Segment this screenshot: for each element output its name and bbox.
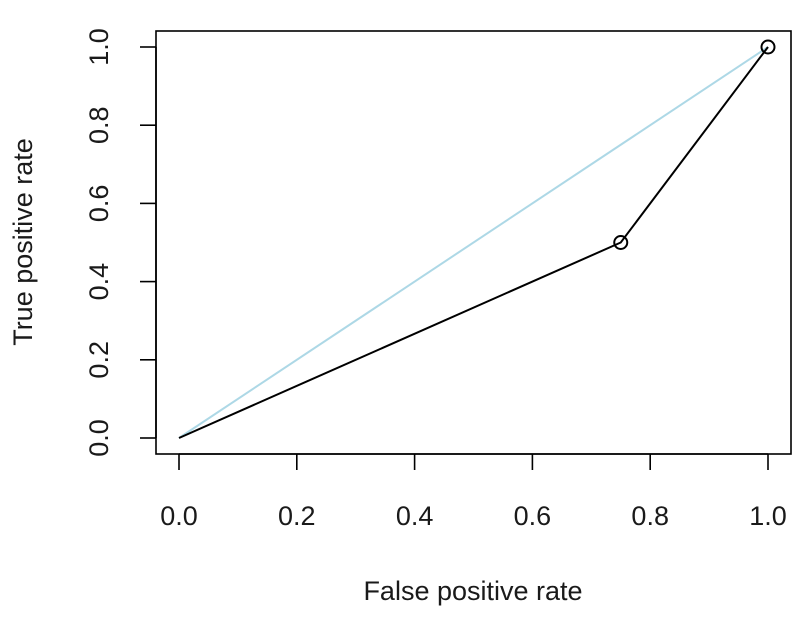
x-axis: 0.0 0.2 0.4 0.6 0.8 1.0 — [160, 453, 787, 531]
x-tick-label: 0.2 — [278, 501, 316, 531]
y-tick-label: 1.0 — [84, 28, 114, 66]
x-axis-title: False positive rate — [363, 576, 582, 606]
x-tick-label: 0.6 — [514, 501, 552, 531]
y-tick-label: 0.4 — [84, 263, 114, 301]
y-tick-label: 0.0 — [84, 419, 114, 457]
y-tick-label: 0.8 — [84, 106, 114, 144]
x-tick-label: 1.0 — [749, 501, 787, 531]
x-tick-label: 0.0 — [160, 501, 198, 531]
y-axis-title: True positive rate — [8, 138, 38, 346]
x-tick-label: 0.8 — [631, 501, 669, 531]
roc-curve-line — [178, 46, 769, 439]
y-tick-label: 0.6 — [84, 185, 114, 223]
y-tick-label: 0.2 — [84, 341, 114, 379]
series-layer — [178, 39, 776, 439]
roc-point-marker — [613, 235, 629, 250]
x-tick-label: 0.4 — [396, 501, 434, 531]
roc-point-marker — [760, 39, 776, 55]
reference-diagonal-line — [178, 46, 769, 439]
y-axis: 0.0 0.2 0.4 0.6 0.8 1.0 — [84, 28, 157, 457]
